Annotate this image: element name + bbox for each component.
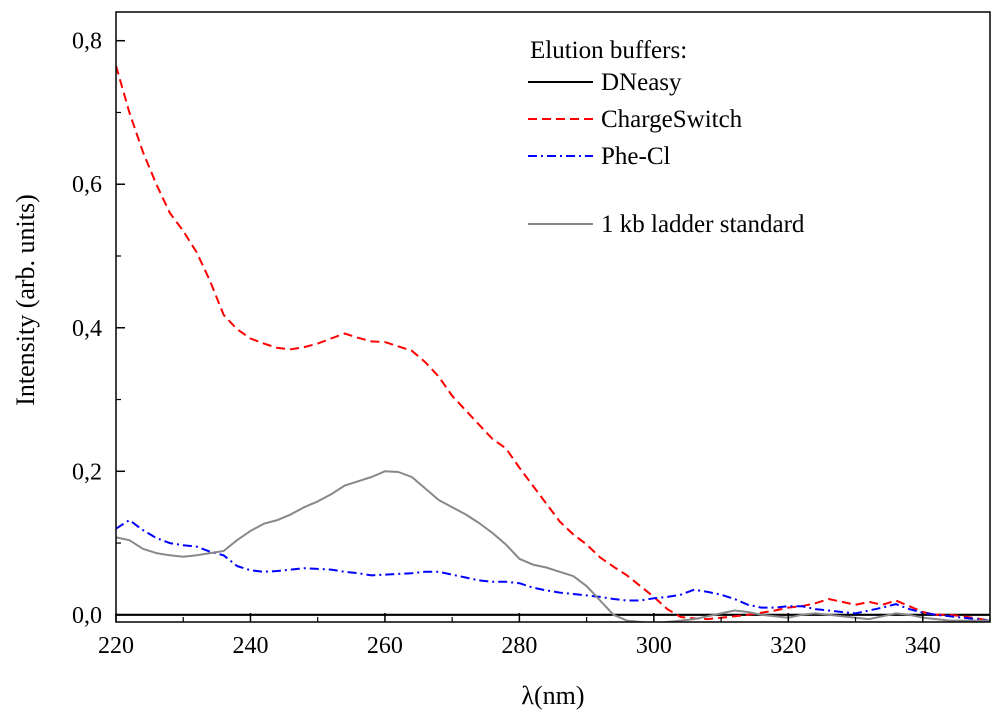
plot-area [116,12,990,622]
x-axis-label: λ(nm) [521,681,584,710]
x-tick-label: 260 [367,633,403,659]
series-line-1-kb-ladder-standard [116,470,990,622]
x-tick-label: 280 [501,633,537,659]
y-tick-label: 0,0 [72,603,102,629]
legend-label-1-kb-ladder-standard: 1 kb ladder standard [601,211,805,238]
ticks-layer: 220 240 260 280 300 320 340 0,0 0,2 0,4 0,6 0,8 [72,29,991,659]
series-line-chargeswitch [116,65,990,622]
x-tick-label: 300 [636,633,672,659]
y-tick-label: 0,4 [72,316,102,342]
y-tick-label: 0,8 [72,29,102,55]
legend-label-phe-cl: Phe-Cl [601,143,671,170]
x-tick-label: 220 [98,633,134,659]
legend-title: Elution buffers: [530,37,687,64]
series-layer [116,65,990,622]
plot-frame [115,11,991,623]
y-tick-label: 0,2 [72,459,102,485]
legend: Elution buffers: DNeasy ChargeSwitch Phe-C… [528,37,805,238]
legend-label-dneasy: DNeasy [601,69,682,96]
x-tick-label: 240 [232,633,268,659]
x-tick-label: 320 [770,633,806,659]
series-line-phe-cl [116,519,990,622]
legend-label-chargeswitch: ChargeSwitch [601,106,743,133]
y-tick-label: 0,6 [72,172,102,198]
y-axis-label: Intensity (arb. units) [11,194,40,406]
x-tick-label: 340 [905,633,941,659]
